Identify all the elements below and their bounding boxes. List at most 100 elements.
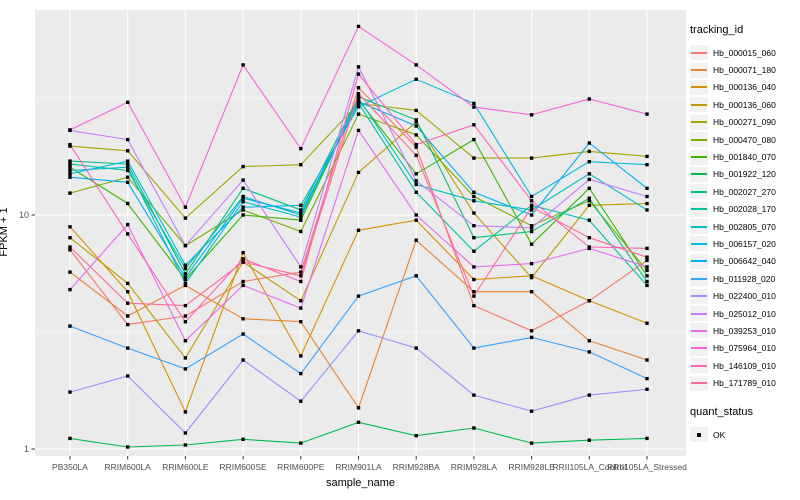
data-point [472,290,476,294]
data-point [299,441,303,445]
data-point [126,137,130,142]
data-point [356,24,361,29]
data-point [241,251,245,255]
data-point [126,346,130,350]
legend-key-line-icon [690,340,708,356]
data-point [183,367,188,371]
legend-entries: Hb_000015_060 Hb_000071_180 Hb_000136_040 H… [690,44,800,392]
x-tick-label: RRIM600PE [277,462,325,472]
data-point [645,246,649,251]
data-point [356,86,361,90]
data-point [241,257,245,261]
legend-item-Hb_075964_010: Hb_075964_010 [690,340,800,357]
data-point [587,172,591,176]
data-point [183,283,188,288]
data-point [645,321,649,325]
legend-item-label: Hb_006157_020 [713,238,776,249]
x-tick-label: RRIM928LE [508,462,555,472]
x-axis-title: sample_name [325,477,396,489]
data-point [587,218,591,222]
legend-key-line-icon [690,219,708,235]
data-point [414,120,418,124]
legend-key-line-icon [690,166,708,182]
legend-gap [690,392,800,406]
data-point [68,436,72,441]
data-point [529,156,534,160]
legend-item-label: Hb_000136_060 [713,99,776,110]
data-point [529,441,534,445]
data-point [645,258,649,263]
data-point [68,128,72,132]
data-point [587,196,591,200]
data-point [299,147,303,151]
legend-item-label: Hb_001922_120 [713,169,776,180]
legend-item-Hb_001922_120: Hb_001922_120 [690,166,800,183]
data-point [241,208,245,212]
data-point [126,290,130,294]
data-point [356,294,361,298]
data-point [183,339,188,343]
data-point [68,142,72,147]
data-point [183,205,188,209]
data-point [414,172,418,176]
data-point [183,356,188,360]
legend-item-label: Hb_022400_010 [713,291,776,302]
data-point [472,156,476,160]
data-point [472,265,476,269]
legend-item-Hb_000015_060: Hb_000015_060 [690,44,800,61]
data-point [587,339,591,343]
data-point [472,105,476,109]
data-point [126,180,130,184]
data-point [241,63,245,67]
plot-panel [35,10,686,456]
data-point [645,255,649,259]
legend-item-label: Hb_006642_040 [713,256,776,267]
data-point [183,303,188,308]
x-tick-label: RRII105LA_Stressed [607,462,687,472]
legend-item-quant-ok: OK [690,426,800,443]
data-point [299,320,303,324]
data-point [241,332,245,336]
legend-item-label: Hb_000015_060 [713,47,776,58]
data-point [299,215,303,219]
data-point [587,141,591,145]
data-point [645,186,649,190]
legend-item-Hb_006157_020: Hb_006157_020 [690,235,800,252]
data-point [356,228,361,232]
quant-ok-key-icon [690,427,708,442]
data-point [241,205,245,209]
legend-key-line-icon [690,236,708,252]
legend-key-line-icon [690,184,708,200]
legend-item-Hb_025012_010: Hb_025012_010 [690,305,800,322]
data-point [68,172,72,176]
data-point [587,236,591,240]
data-point [529,213,534,217]
legend-key-line-icon [690,375,708,391]
data-point [414,182,418,187]
legend-item-Hb_171789_010: Hb_171789_010 [690,374,800,391]
y-tick-label: 10 [19,210,29,220]
legend-item-label: Hb_011928_020 [713,273,776,284]
data-point [587,393,591,397]
legend-item-label: Hb_000136_040 [713,82,776,93]
data-point [183,216,188,220]
legend-item-Hb_006642_040: Hb_006642_040 [690,253,800,270]
legend: tracking_id Hb_000015_060 Hb_000071_180 Hb… [690,24,800,443]
data-point [183,277,188,282]
legend-item-label: Hb_075964_010 [713,343,776,354]
data-point [68,165,72,169]
legend-key-line-icon [690,253,708,269]
data-point [68,248,72,252]
data-point [299,299,303,303]
data-point [414,153,418,157]
data-point [645,201,649,206]
legend-key-line-icon [690,97,708,113]
legend-item-label: Hb_000071_180 [713,65,776,76]
data-point [645,283,649,288]
data-point [414,108,418,113]
data-point [414,133,418,137]
legend-key-line-icon [690,201,708,217]
legend-item-label: Hb_146109_010 [713,360,776,371]
